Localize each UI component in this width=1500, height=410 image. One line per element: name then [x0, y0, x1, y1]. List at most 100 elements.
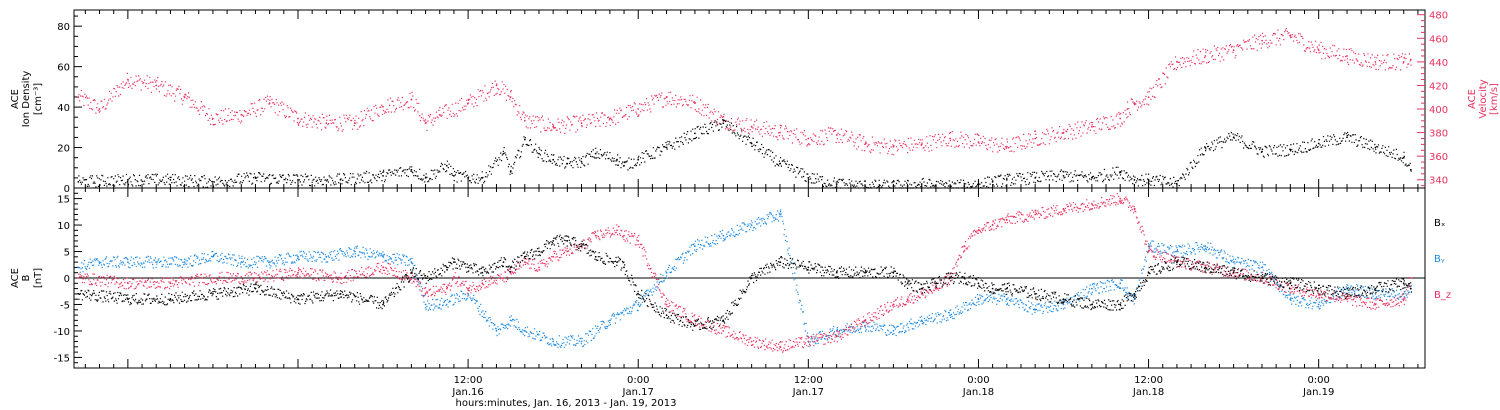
- data-point: [424, 177, 427, 179]
- top-series: [77, 27, 1412, 189]
- data-point: [807, 340, 810, 343]
- data-point: [892, 330, 895, 332]
- data-point: [1034, 213, 1037, 216]
- data-point: [779, 131, 781, 134]
- data-point: [1119, 303, 1122, 306]
- data-point: [991, 224, 994, 227]
- data-point: [552, 340, 555, 343]
- field-tick-label: -15: [54, 353, 70, 364]
- x-axis-labels: 12:00Jan.160:00Jan.1712:00Jan.170:00Jan.…: [451, 375, 1334, 398]
- data-point: [949, 277, 951, 279]
- data-point: [98, 108, 101, 110]
- data-point: [127, 78, 129, 81]
- data-point: [566, 240, 569, 242]
- data-point: [98, 261, 101, 263]
- data-point: [297, 298, 299, 301]
- velocity-label-line2: Velocity: [1478, 79, 1489, 118]
- data-point: [623, 234, 625, 237]
- data-point: [750, 340, 753, 343]
- top-panel: 0 20 40 60 80 340 360 380 400 420 440 460 480 ACE I…: [10, 9, 1500, 195]
- data-point: [906, 185, 909, 187]
- data-point: [169, 298, 172, 301]
- data-point: [1409, 287, 1412, 290]
- x-tick-time: 0:00: [627, 375, 649, 386]
- data-point: [935, 282, 937, 285]
- data-point: [1147, 250, 1150, 253]
- data-point: [297, 255, 299, 258]
- data-point: [1005, 179, 1008, 181]
- data-point: [637, 240, 640, 242]
- data-point: [339, 293, 342, 295]
- data-point: [750, 277, 753, 279]
- data-point: [892, 271, 895, 274]
- data-point: [77, 277, 80, 279]
- data-point: [424, 277, 427, 279]
- field-tick-label: -5: [60, 300, 70, 311]
- field-tick-label: 10: [57, 221, 70, 232]
- data-point: [1346, 298, 1348, 301]
- data-point: [1261, 277, 1263, 279]
- data-point: [353, 250, 356, 253]
- data-point: [616, 261, 618, 263]
- data-point: [467, 287, 469, 290]
- data-point: [616, 158, 618, 161]
- data-point: [637, 108, 640, 110]
- data-point: [467, 177, 469, 179]
- data-point: [566, 162, 569, 165]
- x-tick-time: 12:00: [1134, 375, 1163, 386]
- data-point: [1374, 303, 1377, 306]
- series-black: [77, 234, 1412, 331]
- bottom-x-ticks: [84, 188, 1419, 368]
- data-point: [169, 282, 172, 285]
- data-point: [949, 314, 951, 316]
- data-point: [1402, 298, 1405, 301]
- data-point: [382, 105, 384, 108]
- data-point: [963, 185, 966, 187]
- data-point: [580, 340, 583, 343]
- data-point: [445, 266, 448, 269]
- data-point: [694, 102, 696, 104]
- data-point: [906, 298, 909, 301]
- data-point: [424, 122, 427, 125]
- data-point: [722, 330, 725, 332]
- data-point: [694, 245, 696, 248]
- data-point: [920, 287, 923, 290]
- data-point: [1204, 245, 1207, 248]
- data-point: [1091, 303, 1093, 306]
- data-point: [779, 345, 781, 348]
- data-point: [1133, 102, 1136, 104]
- data-point: [722, 122, 725, 125]
- data-point: [665, 271, 668, 274]
- data-point: [467, 266, 469, 269]
- field-legend: Bₓ Bᵧ B_z: [1434, 218, 1451, 301]
- data-point: [665, 303, 668, 306]
- data-point: [609, 117, 611, 120]
- data-point: [1133, 208, 1136, 211]
- data-point: [694, 324, 696, 327]
- density-label-line3: [cm⁻³]: [33, 83, 44, 115]
- data-point: [325, 255, 328, 258]
- data-point: [1119, 197, 1122, 200]
- data-point: [892, 185, 895, 187]
- data-point: [1126, 108, 1129, 110]
- data-point: [594, 255, 597, 258]
- data-point: [1261, 266, 1263, 269]
- data-point: [1034, 293, 1037, 295]
- data-point: [1005, 145, 1008, 148]
- data-point: [495, 330, 498, 332]
- data-point: [353, 122, 356, 125]
- data-point: [807, 266, 810, 269]
- data-point: [623, 266, 625, 269]
- data-point: [1062, 208, 1065, 211]
- data-point: [807, 137, 810, 140]
- data-point: [1289, 35, 1292, 37]
- data-point: [339, 277, 342, 279]
- data-point: [481, 282, 484, 285]
- velocity-axis-ticks: 340 360 380 400 420 440 460 480: [1417, 11, 1448, 187]
- data-point: [495, 84, 498, 87]
- data-point: [892, 145, 895, 148]
- density-label-line2: Ion Density: [21, 71, 32, 128]
- legend-label: Bₓ: [1434, 218, 1445, 229]
- data-point: [297, 117, 299, 120]
- data-point: [1147, 179, 1150, 181]
